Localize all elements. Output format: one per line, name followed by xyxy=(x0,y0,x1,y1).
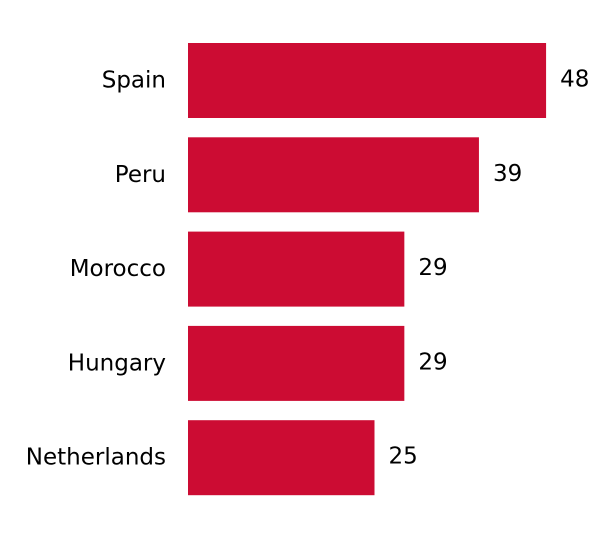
bar-netherlands xyxy=(188,420,375,496)
value-label: 25 xyxy=(389,444,418,470)
bar-spain xyxy=(188,43,547,118)
category-label: Morocco xyxy=(70,256,166,282)
bar-hungary xyxy=(188,325,405,401)
value-labels: 48 39 29 29 25 xyxy=(389,67,590,470)
value-label: 29 xyxy=(418,349,447,375)
category-labels: Spain Peru Morocco Hungary Netherlands xyxy=(26,68,166,471)
category-label: Peru xyxy=(115,162,166,188)
category-label: Hungary xyxy=(68,350,166,376)
value-label: 48 xyxy=(560,67,589,93)
bars-group xyxy=(188,43,547,496)
bar-morocco xyxy=(188,231,405,307)
value-label: 29 xyxy=(418,255,447,281)
category-label: Netherlands xyxy=(26,445,166,471)
category-label: Spain xyxy=(102,68,166,94)
bar-peru xyxy=(188,137,479,213)
value-label: 39 xyxy=(493,161,522,187)
